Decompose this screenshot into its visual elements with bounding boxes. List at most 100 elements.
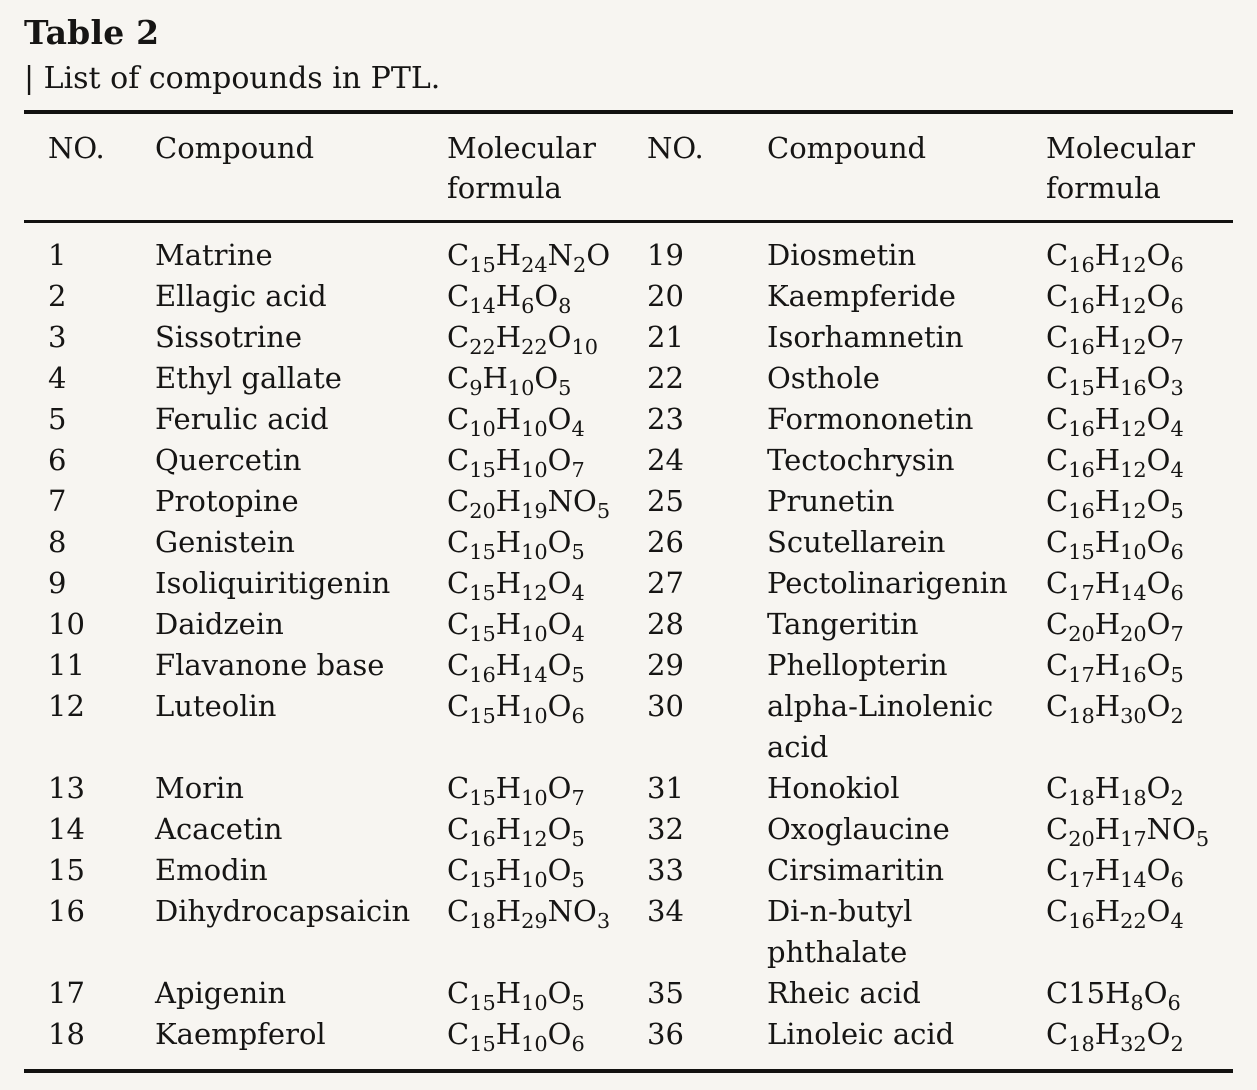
molecular-formula: C15H24N2O	[447, 238, 611, 278]
row-number: 30	[647, 689, 684, 724]
header-compound-right: Compound	[767, 112, 1046, 224]
row-number: 10	[48, 607, 85, 642]
molecular-formula: C18H30O2	[1046, 689, 1184, 729]
row-number: 17	[48, 976, 85, 1011]
compound-name: Honokiol	[767, 771, 900, 806]
row-number: 3	[48, 320, 67, 355]
table-row: 5 Ferulic acid C10H10O4 23 Formononetin C16H1…	[24, 399, 1233, 440]
compound-name: Prunetin	[767, 484, 895, 519]
molecular-formula: C16H12O5	[447, 812, 585, 852]
molecular-formula: C16H12O4	[1046, 443, 1184, 483]
row-number: 14	[48, 812, 85, 847]
row-number: 4	[48, 361, 67, 396]
row-number: 25	[647, 484, 684, 519]
molecular-formula: C17H16O5	[1046, 648, 1184, 688]
molecular-formula: C15H16O3	[1046, 361, 1184, 401]
row-number: 36	[647, 1017, 684, 1052]
compound-name: Tangeritin	[767, 607, 919, 642]
header-no-right: NO.	[647, 112, 767, 224]
compound-name: Ethyl gallate	[155, 361, 342, 396]
table-row: 10 Daidzein C15H10O4 28 Tangeritin C20H20O7	[24, 604, 1233, 645]
row-number: 35	[647, 976, 684, 1011]
row-number: 21	[647, 320, 684, 355]
table-row: 18 Kaempferol C15H10O6 36 Linoleic acid C18H3…	[24, 1014, 1233, 1071]
molecular-formula: C16H12O5	[1046, 484, 1184, 524]
compound-name: Di-n-butyl phthalate	[767, 894, 913, 970]
compound-name: Genistein	[155, 525, 295, 560]
row-number: 16	[48, 894, 85, 929]
compound-name: Cirsimaritin	[767, 853, 945, 888]
table-title: Table 2	[24, 13, 160, 52]
table-row: 6 Quercetin C15H10O7 24 Tectochrysin C16H12O4	[24, 440, 1233, 481]
row-number: 28	[647, 607, 684, 642]
compound-name: Acacetin	[155, 812, 283, 847]
table-row: 4 Ethyl gallate C9H10O5 22 Osthole C15H16O3	[24, 358, 1233, 399]
molecular-formula: C15H10O6	[447, 1017, 585, 1057]
row-number: 6	[48, 443, 67, 478]
header-formula-left: Molecular formula	[447, 112, 647, 224]
row-number: 26	[647, 525, 684, 560]
table-row: 2 Ellagic acid C14H6O8 20 Kaempferide C16H12O…	[24, 276, 1233, 317]
table-row: 7 Protopine C20H19NO5 25 Prunetin C16H12O5	[24, 481, 1233, 522]
molecular-formula: C16H22O4	[1046, 894, 1184, 934]
molecular-formula: C16H14O5	[447, 648, 585, 688]
molecular-formula: C15H10O7	[447, 443, 585, 483]
compound-name: Dihydrocapsaicin	[155, 894, 411, 929]
compound-name: Scutellarein	[767, 525, 946, 560]
compound-name: Pectolinarigenin	[767, 566, 1008, 601]
molecular-formula: C20H17NO5	[1046, 812, 1210, 852]
compound-name: Isorhamnetin	[767, 320, 964, 355]
table-caption: | List of compounds in PTL.	[24, 60, 441, 96]
row-number: 22	[647, 361, 684, 396]
molecular-formula: C17H14O6	[1046, 566, 1184, 606]
row-number: 18	[48, 1017, 85, 1052]
molecular-formula: C15H10O5	[447, 525, 585, 565]
row-number: 20	[647, 279, 684, 314]
compound-name: Luteolin	[155, 689, 277, 724]
compound-name: Emodin	[155, 853, 268, 888]
molecular-formula: C16H12O4	[1046, 402, 1184, 442]
compound-name: Matrine	[155, 238, 273, 273]
compound-name: Diosmetin	[767, 238, 917, 273]
row-number: 19	[647, 238, 684, 273]
row-number: 8	[48, 525, 67, 560]
compound-name: Apigenin	[155, 976, 287, 1011]
molecular-formula: C16H12O6	[1046, 238, 1184, 278]
header-formula-right: Molecular formula	[1046, 112, 1233, 224]
compound-name: Kaempferide	[767, 279, 956, 314]
table-row: 14 Acacetin C16H12O5 32 Oxoglaucine C20H17NO5	[24, 809, 1233, 850]
molecular-formula: C15H10O6	[1046, 525, 1184, 565]
compound-name: Sissotrine	[155, 320, 302, 355]
row-number: 7	[48, 484, 67, 519]
table-row: 16 Dihydrocapsaicin C18H29NO3 34 Di-n-butyl p…	[24, 891, 1233, 973]
molecular-formula: C9H10O5	[447, 361, 572, 401]
row-number: 1	[48, 238, 67, 273]
molecular-formula: C15H10O5	[447, 976, 585, 1016]
header-compound-left: Compound	[155, 112, 447, 224]
compound-name: Linoleic acid	[767, 1017, 955, 1052]
compound-name: Daidzein	[155, 607, 284, 642]
table-row: 17 Apigenin C15H10O5 35 Rheic acid C15H8O6	[24, 973, 1233, 1014]
compound-name: Tectochrysin	[767, 443, 955, 478]
molecular-formula: C18H32O2	[1046, 1017, 1184, 1057]
row-number: 32	[647, 812, 684, 847]
row-number: 33	[647, 853, 684, 888]
compound-name: Osthole	[767, 361, 880, 396]
molecular-formula: C20H20O7	[1046, 607, 1184, 647]
table-row: 13 Morin C15H10O7 31 Honokiol C18H18O2	[24, 768, 1233, 809]
table-row: 9 Isoliquiritigenin C15H12O4 27 Pectolinarig…	[24, 563, 1233, 604]
molecular-formula: C15H8O6	[1046, 976, 1181, 1016]
row-number: 31	[647, 771, 684, 806]
molecular-formula: C22H22O10	[447, 320, 599, 360]
header-row: NO. Compound Molecular formula NO. Compo…	[24, 112, 1233, 224]
molecular-formula: C15H10O7	[447, 771, 585, 811]
row-number: 34	[647, 894, 684, 929]
row-number: 13	[48, 771, 85, 806]
table-row: 1 Matrine C15H24N2O 19 Diosmetin C16H12O6	[24, 222, 1233, 277]
table-row: 8 Genistein C15H10O5 26 Scutellarein C15H10O6	[24, 522, 1233, 563]
molecular-formula: C15H12O4	[447, 566, 585, 606]
table-row: 3 Sissotrine C22H22O10 21 Isorhamnetin C16H12…	[24, 317, 1233, 358]
table-header: NO. Compound Molecular formula NO. Compo…	[24, 112, 1233, 224]
compound-name: Formononetin	[767, 402, 974, 437]
